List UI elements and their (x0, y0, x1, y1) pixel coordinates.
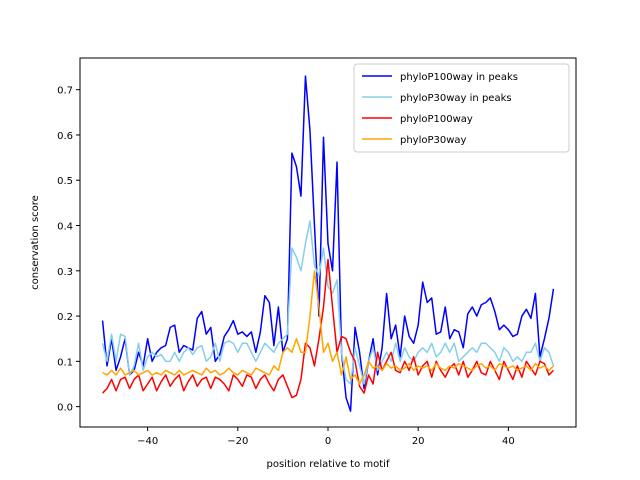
series-line-1 (101, 75, 555, 412)
legend-label: phyloP30way in peaks (400, 93, 512, 104)
y-tick-label: 0.0 (57, 403, 73, 414)
legend-label: phyloP30way (400, 135, 467, 146)
y-tick-label: 0.7 (57, 86, 73, 97)
y-axis-label: conservation score (30, 195, 41, 290)
x-axis-ticks: −40 −20 0 20 40 (137, 427, 515, 447)
y-tick-label: 0.4 (57, 222, 73, 233)
legend-box (353, 63, 570, 153)
series-line-4 (102, 270, 554, 385)
x-tick-label: 40 (502, 436, 515, 447)
y-axis-ticks: 0.0 0.1 0.2 0.3 0.4 0.5 0.6 0.7 (57, 86, 80, 414)
y-tick-label: 0.3 (57, 267, 73, 278)
series-layer (101, 75, 555, 412)
legend-label: phyloP100way (400, 114, 473, 125)
series-line-2 (101, 220, 555, 385)
x-tick-label: 20 (412, 436, 425, 447)
y-tick-label: 0.6 (57, 131, 73, 142)
x-tick-label: 0 (325, 436, 331, 447)
x-axis-label: position relative to motif (267, 459, 390, 470)
legend-label: phyloP100way in peaks (400, 72, 518, 83)
y-tick-label: 0.2 (57, 312, 73, 323)
x-tick-label: −40 (137, 436, 158, 447)
y-tick-label: 0.5 (57, 176, 73, 187)
y-tick-label: 0.1 (57, 357, 73, 368)
legend: phyloP100way in peaks phyloP30way in peak… (353, 63, 570, 153)
x-tick-label: −20 (227, 436, 248, 447)
